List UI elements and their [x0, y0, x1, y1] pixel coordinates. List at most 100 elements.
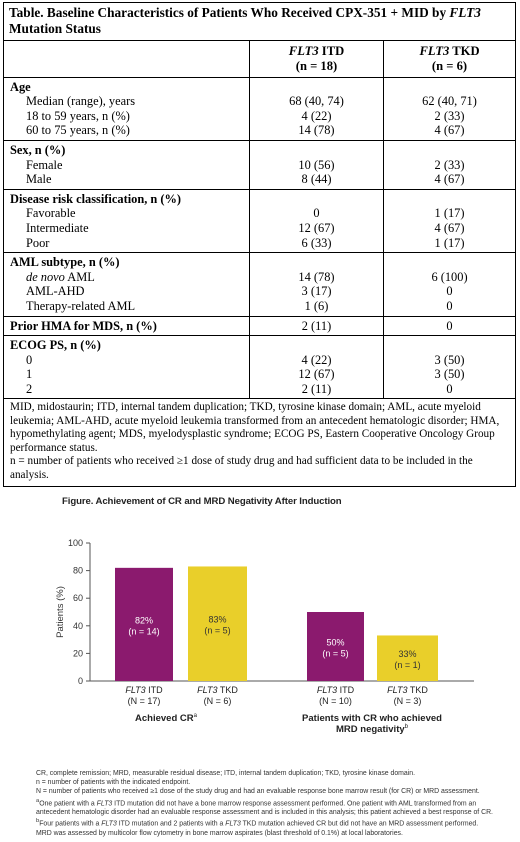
row-value-tkd: 6 (100)	[382, 269, 517, 285]
row-label: Poor	[3, 235, 250, 254]
row-value-tkd: 1 (17)	[382, 235, 517, 254]
table-row: Favorable 0 1 (17)	[3, 206, 517, 221]
group-heading-value-tkd	[382, 76, 517, 95]
bar-category-text: ITD	[337, 685, 354, 695]
row-value-tkd: 2 (33)	[382, 108, 517, 124]
row-value-tkd: 2 (33)	[382, 157, 517, 173]
row-value-itd: 68 (40, 74)	[249, 94, 384, 109]
y-tick-label: 40	[73, 621, 83, 631]
table-row: Intermediate 12 (67) 4 (67)	[3, 220, 517, 236]
row-value-tkd: 62 (40, 71)	[382, 94, 517, 109]
bar-value-label: 83%	[208, 615, 226, 625]
table-row: de novo AML 14 (78) 6 (100)	[3, 269, 517, 285]
table-row: Female 10 (56) 2 (33)	[3, 157, 517, 173]
row-value-itd: 12 (67)	[249, 367, 384, 382]
y-tick-label: 20	[73, 648, 83, 658]
group-heading: ECOG PS, n (%)	[3, 335, 250, 353]
group-heading-value-itd: 2 (11)	[249, 315, 384, 337]
row-value-itd: 14 (78)	[249, 269, 384, 285]
bar-itd	[307, 612, 364, 681]
bar-category-n: (N = 10)	[319, 696, 352, 706]
figure-note-mrd: MRD was assessed by multicolor flow cyto…	[36, 829, 403, 837]
table-group-heading-row: Age	[3, 76, 517, 95]
row-value-itd: 3 (17)	[249, 284, 384, 299]
group-heading-value-tkd: 0	[382, 315, 517, 337]
row-label: de novo AML	[3, 269, 250, 285]
note-a-sup: a	[36, 797, 40, 804]
header-tkd-label: TKD	[449, 44, 480, 58]
bar-category-gene: FLT3	[387, 685, 407, 695]
group-heading-value-itd	[249, 76, 384, 95]
figure-title: Figure. Achievement of CR and MRD Negati…	[62, 496, 342, 507]
bar-category-n: (N = 6)	[204, 696, 232, 706]
table-title: Table. Baseline Characteristics of Patie…	[2, 2, 517, 41]
row-label-text: 18 to 59 years, n (%)	[26, 108, 130, 123]
y-tick-label: 100	[68, 538, 83, 548]
row-value-tkd: 4 (67)	[382, 220, 517, 236]
note-b-text2: ITD mutation and 2 patients with a	[116, 820, 226, 828]
table-row: 1 12 (67) 3 (50)	[3, 367, 517, 382]
bar-value-label: 33%	[398, 649, 416, 659]
row-label-text: 60 to 75 years, n (%)	[26, 123, 130, 138]
bar-category-gene: FLT3	[317, 685, 337, 695]
group-heading-value-itd	[249, 252, 384, 270]
row-value-itd: 0	[249, 206, 384, 221]
bar-category-n: (N = 3)	[394, 696, 422, 706]
y-tick-label: 80	[73, 566, 83, 576]
table-title-text: Table. Baseline Characteristics of Patie…	[9, 5, 450, 20]
group-heading: Prior HMA for MDS, n (%)	[3, 315, 250, 337]
header-itd-n: (n = 18)	[295, 58, 338, 73]
note-b-gene1: FLT3	[101, 820, 117, 828]
header-itd-gene: FLT3	[288, 44, 319, 58]
table-row: Median (range), years 68 (40, 74) 62 (40, …	[3, 94, 517, 109]
bar-chart: 0 20 40 60 80 100 Patients (%) 82%(n = 14) FLT3 …	[55, 538, 474, 735]
row-label-text: Female	[26, 157, 63, 172]
row-label: AML-AHD	[3, 284, 250, 299]
bar-n-label: (n = 14)	[128, 626, 159, 636]
row-label: 0	[3, 352, 250, 368]
table-row: Male 8 (44) 4 (67)	[3, 172, 517, 190]
table-row: 60 to 75 years, n (%) 14 (78) 4 (67)	[3, 123, 517, 141]
row-value-itd: 4 (22)	[249, 108, 384, 124]
figure-section: 0 20 40 60 80 100 Patients (%) 82% (n = 14) FLT3 …	[0, 492, 520, 842]
figure-note-N: N = number of patients who received ≥1 d…	[36, 788, 480, 796]
row-value-itd: 2 (11)	[249, 381, 384, 400]
group-label-cr-sup: a	[194, 713, 198, 719]
row-label: Favorable	[3, 206, 250, 221]
y-axis-label: Patients (%)	[55, 586, 66, 638]
row-label: 18 to 59 years, n (%)	[3, 108, 250, 124]
baseline-table-section: Table. Baseline Characteristics of Patie…	[2, 2, 517, 487]
bar-n-label: (n = 1)	[394, 660, 420, 670]
figure-note-n: n = number of patients with the indicate…	[36, 779, 191, 787]
row-label: 2	[3, 381, 250, 400]
table-title-gene: FLT3	[449, 5, 481, 20]
bar-category-gene: FLT3	[125, 685, 145, 695]
header-tkd-n: (n = 6)	[431, 58, 468, 73]
row-label-text: AML	[64, 269, 95, 284]
row-label-text: 0	[26, 352, 33, 367]
header-tkd-gene: FLT3	[419, 44, 450, 58]
table-group-heading-row: Prior HMA for MDS, n (%) 2 (11) 0	[3, 315, 517, 337]
row-value-tkd: 3 (50)	[382, 352, 517, 368]
figure-note-a: aOne patient with a FLT3 ITD mutation di…	[36, 797, 506, 818]
row-label: Therapy-related AML	[3, 298, 250, 317]
row-label: Male	[3, 172, 250, 190]
table-row: 0 4 (22) 3 (50)	[3, 352, 517, 368]
table-group-heading-row: ECOG PS, n (%)	[3, 335, 517, 353]
table-footnote-abbrev: MID, midostaurin; ITD, internal tandem d…	[10, 401, 500, 454]
bar-n-label: (n = 5)	[204, 626, 230, 636]
figure-note-abbrev: CR, complete remission; MRD, measurable …	[36, 770, 416, 777]
group-heading-value-tkd	[382, 139, 517, 158]
table-footnote-n: n = number of patients who received ≥1 d…	[10, 455, 473, 481]
y-tick-label: 60	[73, 593, 83, 603]
group-label-cr: Achieved CRa	[135, 713, 198, 724]
table-row: AML-AHD 3 (17) 0	[3, 284, 517, 299]
row-label-italic: de novo	[26, 269, 65, 284]
figure-note-b: bFour patients with a FLT3 ITD mutation …	[36, 817, 506, 829]
group-label-mrd-sup: b	[405, 724, 409, 730]
header-itd: FLT3 ITD (n = 18)	[249, 40, 384, 78]
row-label-text: Intermediate	[26, 220, 89, 235]
group-heading: Sex, n (%)	[3, 139, 250, 158]
row-label: Female	[3, 157, 250, 173]
row-value-itd: 8 (44)	[249, 172, 384, 190]
